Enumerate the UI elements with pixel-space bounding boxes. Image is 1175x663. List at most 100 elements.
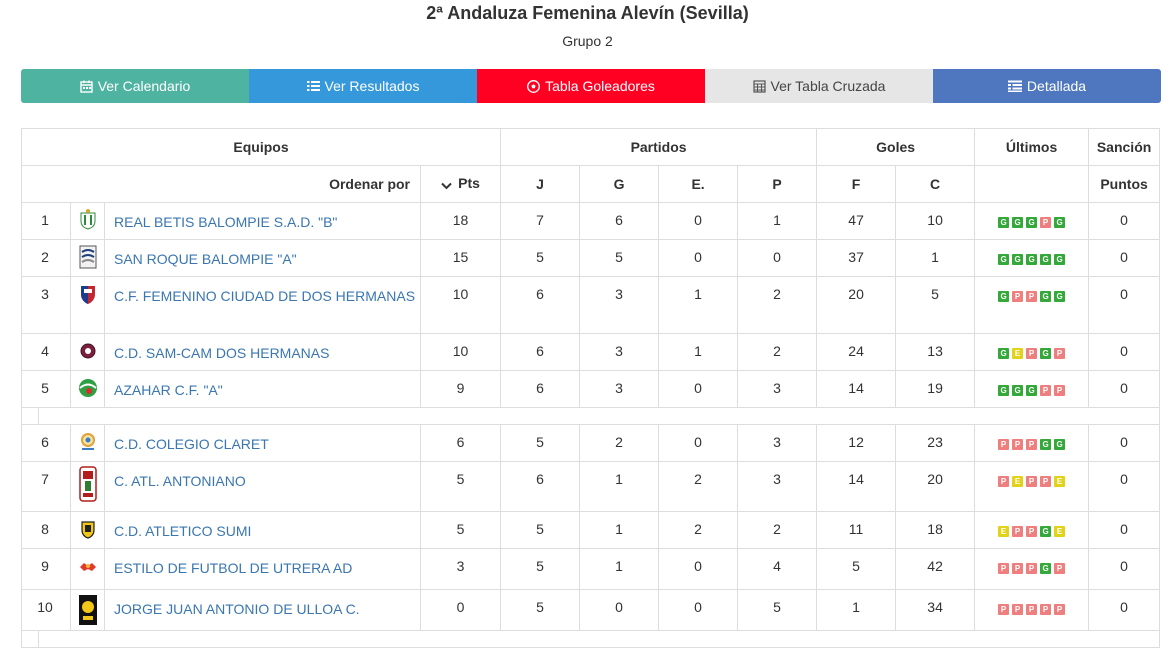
g-cell: 5 [579, 239, 660, 277]
team-crest-icon [80, 209, 95, 230]
result-badge: E [998, 526, 1010, 537]
ver-tabla-cruzada-button[interactable]: Ver Tabla Cruzada [705, 69, 933, 103]
g-cell: 3 [579, 276, 660, 334]
result-badge: G [1040, 291, 1052, 302]
tabla-goleadores-button[interactable]: Tabla Goleadores [477, 69, 705, 103]
team-cell: C.D. ATLETICO SUMI [104, 511, 421, 549]
pts-cell: 18 [419, 202, 502, 240]
result-badge: P [998, 563, 1010, 574]
calendar-icon [79, 80, 93, 93]
g-cell: 6 [579, 202, 660, 240]
crest-cell [70, 202, 105, 240]
table-row: 5 AZAHAR C.F. "A" 9 6 3 0 3 14 19 G G G P P 0 [21, 370, 1161, 408]
crest-cell [70, 333, 105, 371]
c-cell: 10 [895, 202, 976, 240]
team-cell: AZAHAR C.F. "A" [104, 370, 421, 408]
ver-calendario-button[interactable]: Ver Calendario [21, 69, 249, 103]
sort-pts-button[interactable]: Pts [419, 165, 502, 203]
p-cell: 2 [737, 511, 818, 549]
team-name-link[interactable]: C.D. SAM-CAM DOS HERMANAS [114, 345, 330, 361]
f-cell: 14 [816, 370, 897, 408]
j-cell: 5 [500, 589, 581, 631]
result-badge: P [1012, 291, 1024, 302]
standings-body: 1 REAL BETIS BALOMPIE S.A.D. "B" 18 7 6 0 1 47 1… [21, 202, 1161, 648]
g-column-header[interactable]: G [579, 165, 660, 203]
team-name-link[interactable]: C. ATL. ANTONIANO [114, 473, 246, 489]
g-cell: 2 [579, 424, 660, 462]
team-crest-icon [79, 245, 96, 269]
table-row: 3 C.F. FEMENINO CIUDAD DE DOS HERMANAS 10 6… [21, 276, 1161, 334]
e-cell: 0 [658, 370, 739, 408]
sancion-cell: 0 [1088, 333, 1161, 371]
table-row: 1 REAL BETIS BALOMPIE S.A.D. "B" 18 7 6 0 1 47 1… [21, 202, 1161, 240]
result-badge: G [1026, 217, 1038, 228]
c-column-header[interactable]: C [895, 165, 976, 203]
team-name-link[interactable]: SAN ROQUE BALOMPIE "A" [114, 251, 297, 267]
result-badge: P [998, 439, 1010, 450]
result-badge: P [1012, 526, 1024, 537]
ver-resultados-button[interactable]: Ver Resultados [249, 69, 477, 103]
result-badge: P [1012, 439, 1024, 450]
e-column-header[interactable]: E. [658, 165, 739, 203]
team-name-link[interactable]: JORGE JUAN ANTONIO DE ULLOA C. [114, 601, 360, 617]
crest-cell [70, 424, 105, 462]
ver-tabla-cruzada-label: Ver Tabla Cruzada [770, 78, 886, 94]
result-badge: G [1040, 439, 1052, 450]
sancion-cell: 0 [1088, 202, 1161, 240]
team-cell: C. ATL. ANTONIANO [104, 461, 421, 512]
c-cell: 18 [895, 511, 976, 549]
g-cell: 1 [579, 461, 660, 512]
team-name-link[interactable]: C.D. COLEGIO CLARET [114, 436, 269, 452]
team-name-link[interactable]: ESTILO DE FUTBOL DE UTRERA AD [114, 560, 353, 576]
result-badge: G [998, 348, 1010, 359]
result-badge: G [1012, 217, 1024, 228]
f-column-header[interactable]: F [816, 165, 897, 203]
team-name-link[interactable]: C.F. FEMENINO CIUDAD DE DOS HERMANAS [114, 288, 416, 304]
sancion-cell: 0 [1088, 276, 1161, 334]
p-cell: 2 [737, 276, 818, 334]
detallada-button[interactable]: Detallada [933, 69, 1161, 103]
j-cell: 5 [500, 511, 581, 549]
team-cell: REAL BETIS BALOMPIE S.A.D. "B" [104, 202, 421, 240]
team-name-link[interactable]: AZAHAR C.F. "A" [114, 382, 223, 398]
f-cell: 24 [816, 333, 897, 371]
p-cell: 0 [737, 239, 818, 277]
position-cell: 6 [21, 424, 71, 462]
result-badge: P [1054, 604, 1066, 615]
team-cell: JORGE JUAN ANTONIO DE ULLOA C. [104, 589, 421, 631]
g-cell: 3 [579, 333, 660, 371]
g-cell: 0 [579, 589, 660, 631]
ultimos-column-header [974, 165, 1090, 203]
team-crest-icon [80, 521, 95, 539]
f-cell: 37 [816, 239, 897, 277]
result-badge: G [1054, 439, 1066, 450]
pts-column-label: Pts [458, 175, 480, 192]
ultimos-header: Últimos [974, 128, 1090, 166]
j-cell: 6 [500, 461, 581, 512]
result-badge: P [1026, 476, 1038, 487]
team-name-link[interactable]: REAL BETIS BALOMPIE S.A.D. "B" [114, 214, 338, 230]
c-cell: 13 [895, 333, 976, 371]
position-cell: 2 [21, 239, 71, 277]
team-name-link[interactable]: C.D. ATLETICO SUMI [114, 523, 252, 539]
pts-cell: 6 [419, 424, 502, 462]
result-badge: G [1054, 217, 1066, 228]
separator-cell [37, 407, 1161, 425]
team-cell: C.F. FEMENINO CIUDAD DE DOS HERMANAS [104, 276, 421, 334]
result-badge: P [1026, 439, 1038, 450]
sancion-cell: 0 [1088, 589, 1161, 631]
j-column-header[interactable]: J [500, 165, 581, 203]
p-column-header[interactable]: P [737, 165, 818, 203]
g-cell: 3 [579, 370, 660, 408]
f-cell: 11 [816, 511, 897, 549]
ver-calendario-label: Ver Calendario [97, 78, 191, 94]
p-cell: 4 [737, 548, 818, 590]
position-cell: 3 [21, 276, 71, 334]
table-row: 2 SAN ROQUE BALOMPIE "A" 15 5 5 0 0 37 1 G G G G G 0 [21, 239, 1161, 277]
team-crest-icon [80, 286, 95, 304]
